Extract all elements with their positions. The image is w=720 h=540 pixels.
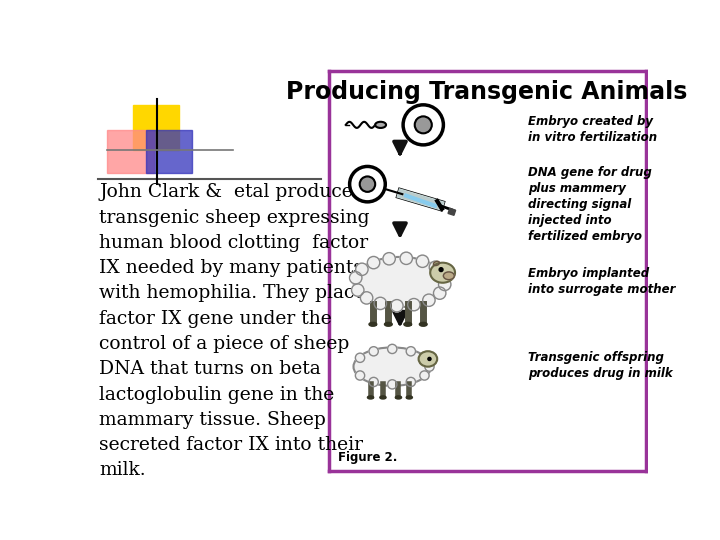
Text: Producing Transgenic Animals: Producing Transgenic Animals [286,80,688,104]
Circle shape [360,177,375,192]
Bar [448,208,456,215]
Ellipse shape [375,122,386,128]
Circle shape [369,377,378,387]
Ellipse shape [404,322,412,326]
Circle shape [387,345,397,354]
Ellipse shape [354,347,431,386]
Bar [132,105,179,150]
Circle shape [408,299,420,311]
Circle shape [433,287,446,299]
Circle shape [400,252,413,265]
Ellipse shape [406,396,413,399]
Circle shape [349,272,362,284]
Circle shape [356,371,365,380]
Circle shape [361,292,373,304]
Circle shape [420,371,429,380]
Ellipse shape [354,257,446,307]
Ellipse shape [395,396,402,399]
Bar [145,130,192,173]
Ellipse shape [418,351,437,367]
Ellipse shape [444,272,454,280]
Text: DNA gene for drug
plus mammery
directing signal
injected into
fertilized embryo: DNA gene for drug plus mammery directing… [528,166,652,244]
Circle shape [429,261,441,273]
Ellipse shape [380,396,386,399]
Circle shape [423,294,435,306]
Ellipse shape [431,262,455,283]
Circle shape [437,269,449,281]
Circle shape [356,263,368,275]
Circle shape [383,253,395,265]
Text: Figure 2.: Figure 2. [338,451,397,464]
Circle shape [439,268,443,272]
Text: John Clark &  etal produce
transgenic sheep expressing
human blood clotting  fac: John Clark & etal produce transgenic she… [99,184,370,480]
Circle shape [374,297,387,309]
Text: Embryo implanted
into surrogate mother: Embryo implanted into surrogate mother [528,267,675,295]
Circle shape [391,300,403,312]
Circle shape [351,284,364,296]
Ellipse shape [351,275,359,281]
Circle shape [356,353,365,362]
Ellipse shape [433,261,439,266]
Ellipse shape [369,322,377,326]
Ellipse shape [384,322,392,326]
Bar [107,130,153,173]
Circle shape [367,256,379,269]
Circle shape [387,380,397,389]
Circle shape [416,255,428,267]
Circle shape [425,362,434,372]
Circle shape [428,357,431,361]
Circle shape [406,377,415,387]
Ellipse shape [419,322,427,326]
Text: Transgenic offspring
produces drug in milk: Transgenic offspring produces drug in mi… [528,351,672,380]
Circle shape [438,278,451,291]
Text: Embryo created by
in vitro fertilization: Embryo created by in vitro fertilization [528,115,657,144]
Circle shape [415,117,432,133]
Circle shape [420,353,429,362]
Ellipse shape [367,396,374,399]
Circle shape [406,347,415,356]
Circle shape [369,347,378,356]
